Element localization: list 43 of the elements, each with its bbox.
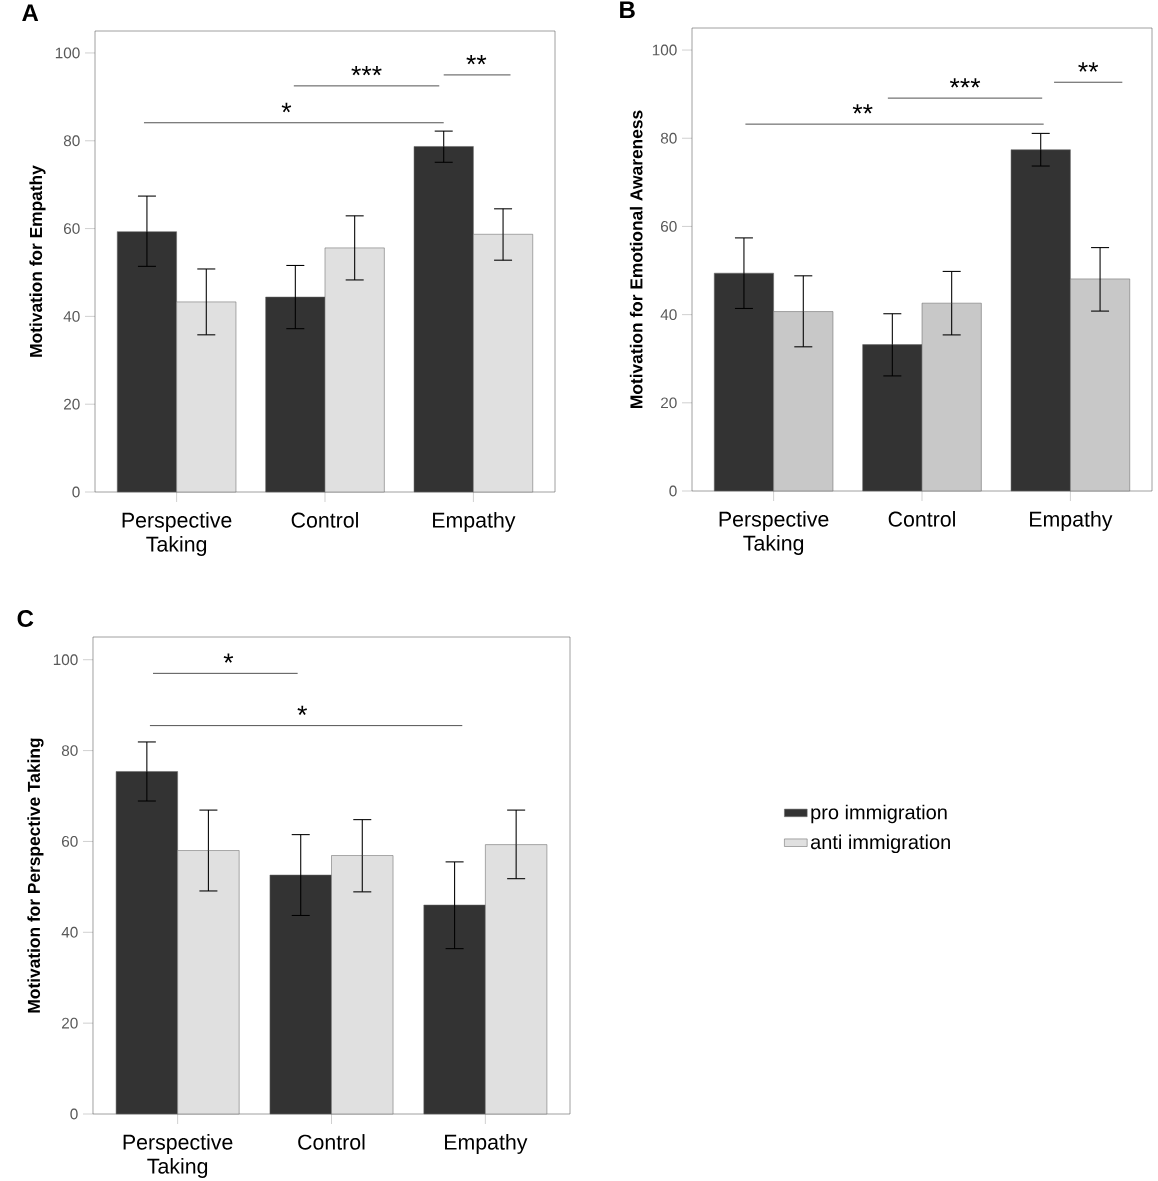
y-axis-title: Motivation for Empathy xyxy=(29,165,46,357)
y-tick-label: 0 xyxy=(70,1108,78,1120)
y-tick-label: 60 xyxy=(62,836,78,847)
y-tick-label: 40 xyxy=(63,310,80,322)
y-tick-label: 20 xyxy=(661,397,677,409)
annotation: ** xyxy=(466,54,487,65)
x-tick-label: Control xyxy=(298,1134,365,1150)
y-tick-label: 0 xyxy=(669,485,677,497)
x-tick-label: Perspective Taking xyxy=(123,1134,233,1178)
annotation: *** xyxy=(351,65,382,76)
y-tick-label: 20 xyxy=(64,398,80,410)
x-tick-label: Perspective Taking xyxy=(719,511,829,555)
x-tick-label: Empathy xyxy=(433,512,516,532)
x-tick-label: Control xyxy=(291,512,358,528)
annotation: *** xyxy=(949,78,981,88)
chart-title: C xyxy=(17,609,34,627)
y-tick-label: 100 xyxy=(652,44,677,56)
y-tick-label: 20 xyxy=(62,1017,78,1029)
y-tick-label: 60 xyxy=(661,221,677,232)
x-tick-label: Perspective Taking xyxy=(122,512,232,556)
legend-label: pro immigration xyxy=(811,804,947,824)
y-axis-title: Motivation for Emotional Awareness xyxy=(629,110,643,408)
chart-title: B xyxy=(620,1,635,18)
x-tick-label: Empathy xyxy=(445,1134,528,1154)
y-tick-label: 40 xyxy=(660,309,677,321)
y-tick-label: 80 xyxy=(61,745,78,756)
y-tick-label: 40 xyxy=(61,926,78,938)
annotation: * xyxy=(281,102,292,113)
x-tick-label: Control xyxy=(888,511,955,527)
y-tick-label: 100 xyxy=(55,47,80,59)
y-axis-title: Motivation for Perspective Taking xyxy=(27,738,44,1013)
annotation: ** xyxy=(852,104,873,114)
y-tick-label: 100 xyxy=(53,654,78,666)
annotation: ** xyxy=(1078,62,1099,72)
x-tick-label: Empathy xyxy=(1030,511,1113,531)
y-tick-label: 80 xyxy=(63,135,80,147)
y-tick-label: 80 xyxy=(660,132,677,144)
y-tick-label: 0 xyxy=(72,486,80,498)
annotation: * xyxy=(223,653,234,663)
annotation: * xyxy=(297,705,308,715)
y-tick-label: 60 xyxy=(64,223,80,234)
legend-label: anti immigration xyxy=(810,834,950,854)
chart-title: A xyxy=(22,4,39,21)
